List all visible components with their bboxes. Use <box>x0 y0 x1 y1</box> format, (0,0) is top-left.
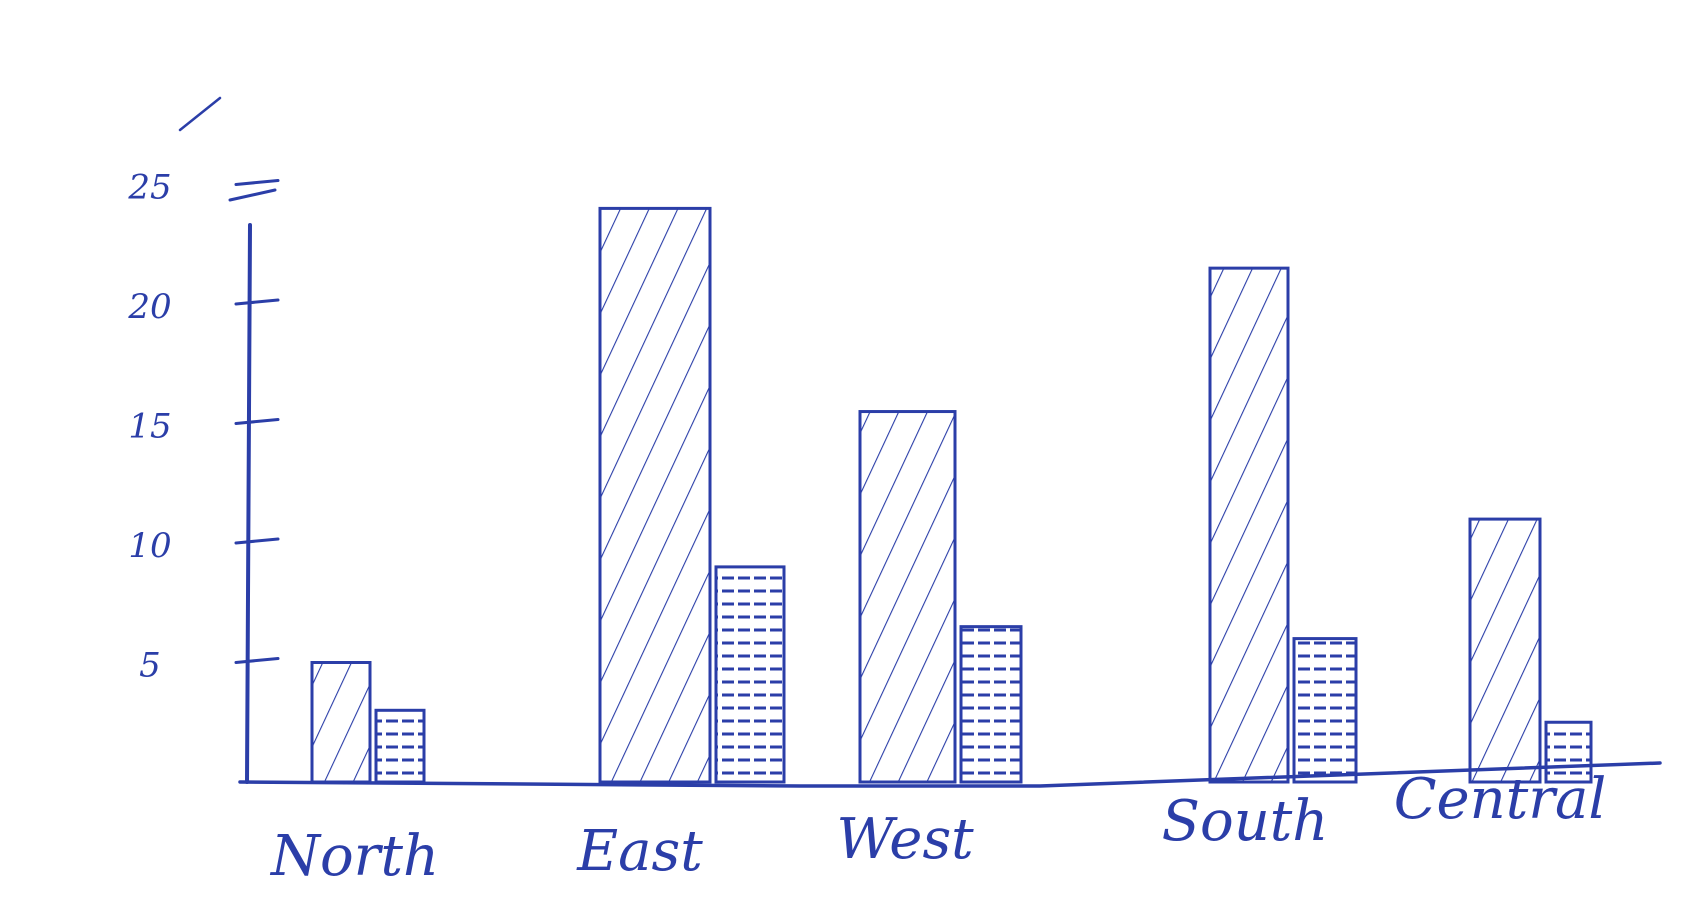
x-tick-label: North <box>269 824 439 889</box>
y-tick-label: 5 <box>139 646 161 686</box>
y-tick-label: 25 <box>127 168 171 208</box>
y-tick <box>234 537 280 545</box>
y-tick-label: 10 <box>128 526 171 566</box>
x-tick-label: South <box>1162 789 1329 854</box>
x-tick-label: Central <box>1394 767 1607 832</box>
y-tick-label: 15 <box>128 407 171 447</box>
bar-north-series-1 <box>310 661 372 784</box>
x-tick-label: West <box>836 807 974 872</box>
y-axis-line <box>245 223 252 784</box>
axis-top-flourish <box>178 96 222 132</box>
bar-central-series-2 <box>1544 720 1593 784</box>
y-tick <box>234 657 280 664</box>
bar-west-series-1 <box>858 410 957 784</box>
bar-south-series-2 <box>1292 637 1358 784</box>
bar-central-series-1 <box>1468 517 1542 784</box>
x-tick-label: East <box>576 819 703 884</box>
y-tick <box>234 298 280 306</box>
bar-west-series-2 <box>959 625 1023 784</box>
y-tick-label: 20 <box>127 287 171 327</box>
y-tick <box>234 418 280 425</box>
axis-top-tick-stroke <box>228 188 277 202</box>
y-tick <box>234 179 280 186</box>
bar-east-series-2 <box>714 565 786 784</box>
bar-east-series-1 <box>598 206 712 784</box>
bar-south-series-1 <box>1208 266 1290 784</box>
bar-north-series-2 <box>374 708 426 784</box>
